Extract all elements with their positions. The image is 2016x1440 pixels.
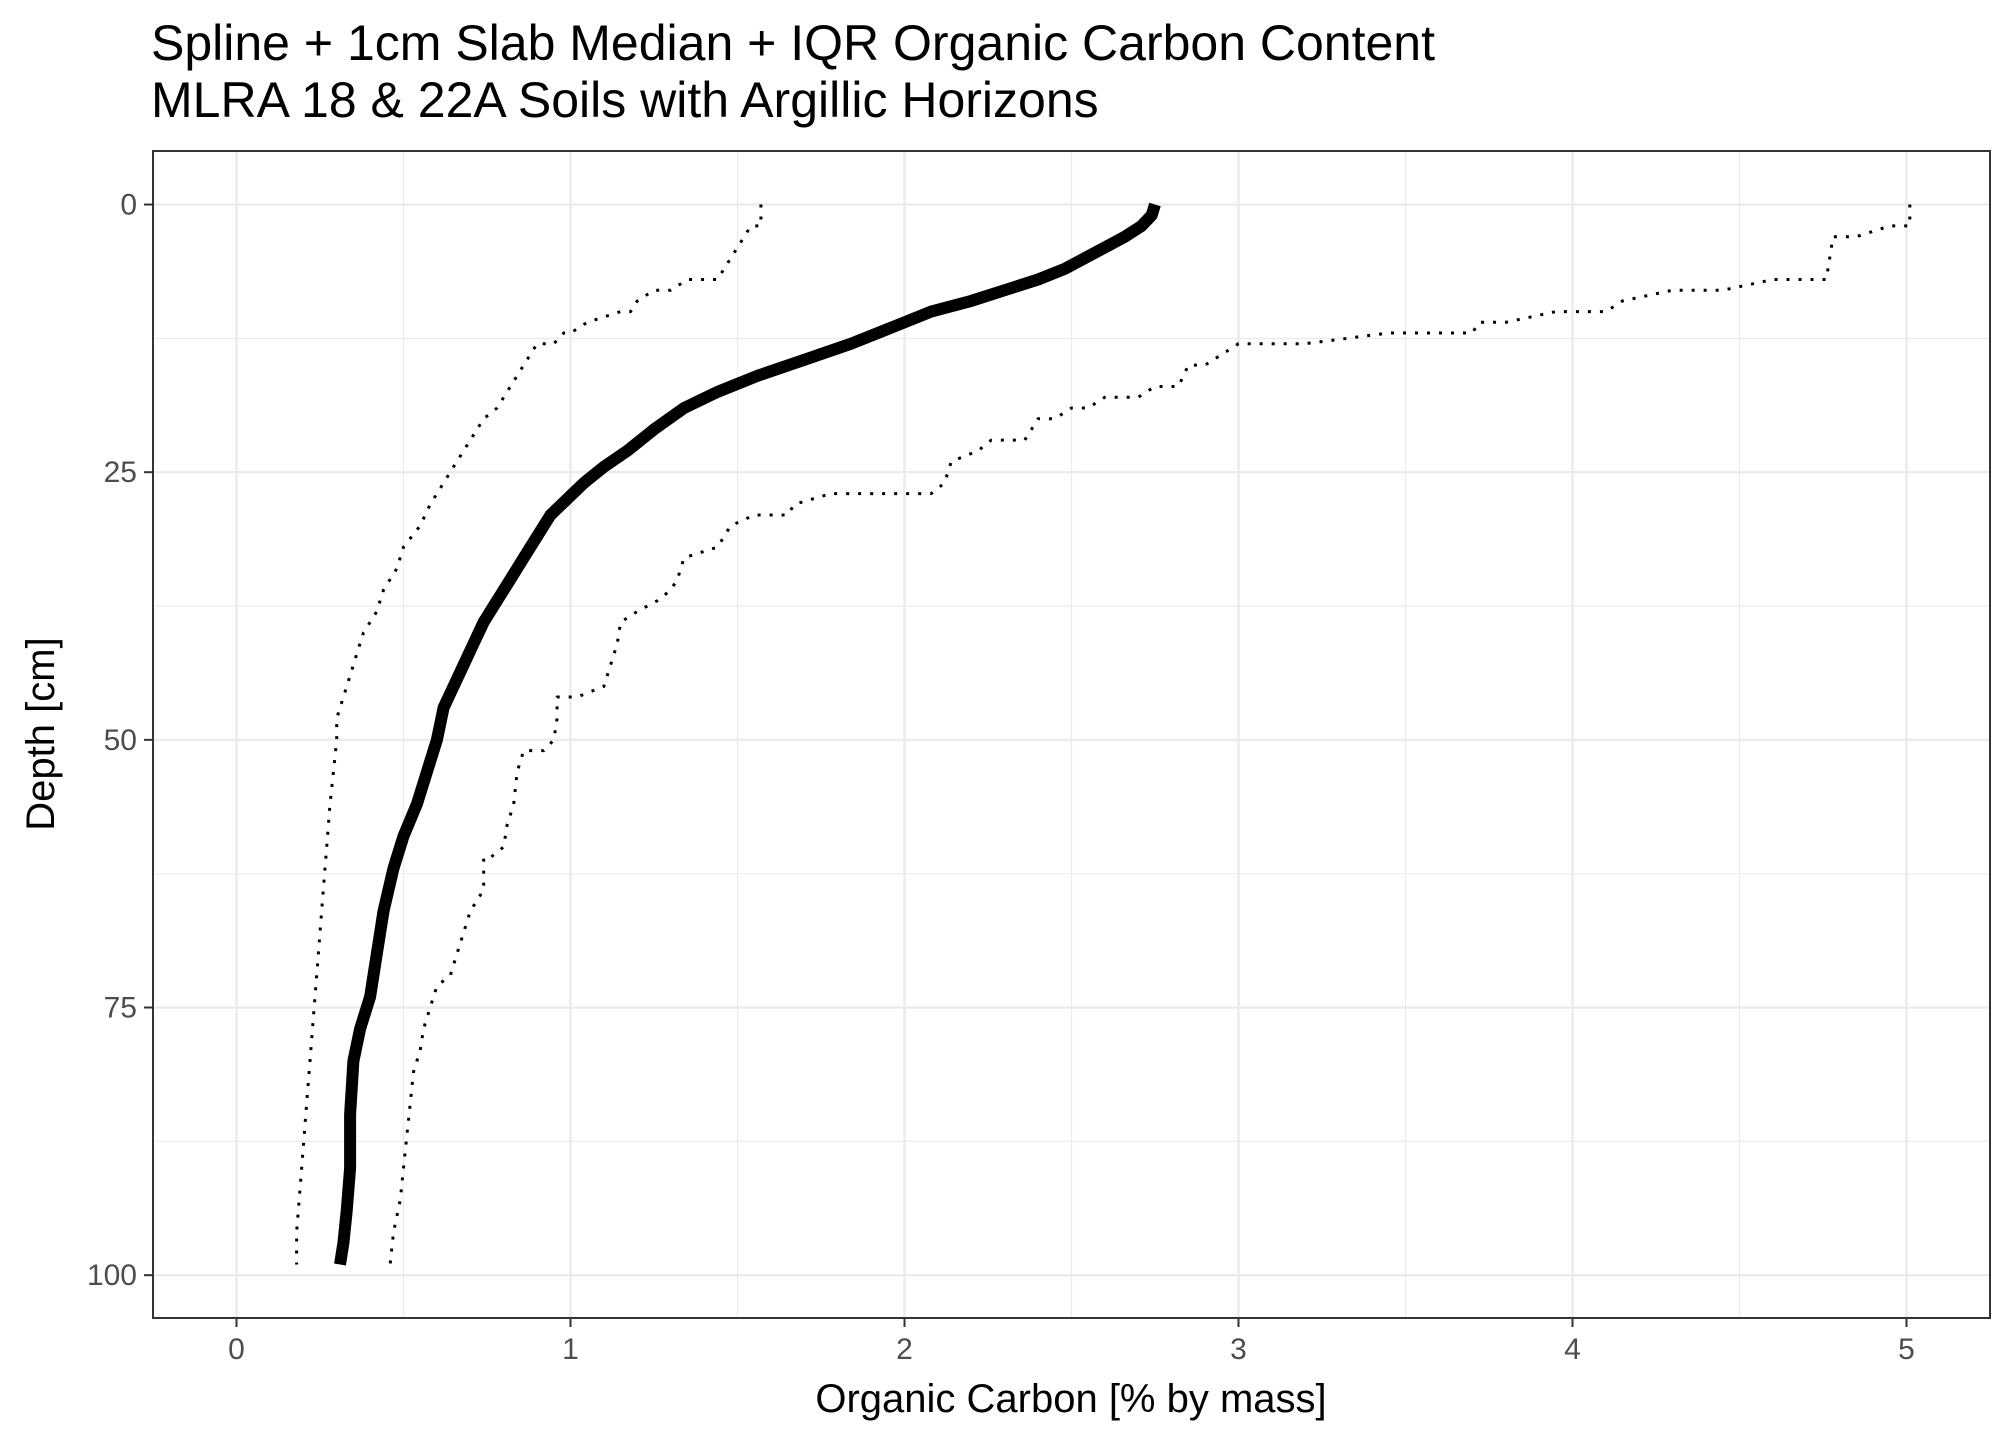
series-line-q25 bbox=[295, 204, 763, 1265]
x-axis: 0 1 2 3 4 5 bbox=[228, 1318, 1915, 1366]
chart-title: Spline + 1cm Slab Median + IQR Organic C… bbox=[151, 15, 1435, 71]
x-tick-label: 3 bbox=[1230, 1333, 1247, 1366]
plot-panel-border bbox=[152, 150, 1991, 1319]
x-axis-title: Organic Carbon [% by mass] bbox=[815, 1377, 1326, 1421]
series-layer bbox=[295, 202, 1912, 1266]
y-tick-label: 100 bbox=[87, 1259, 137, 1292]
chart-subtitle: MLRA 18 & 22A Soils with Argillic Horizo… bbox=[151, 72, 1099, 128]
y-tick-label: 50 bbox=[104, 724, 137, 757]
x-tick-label: 0 bbox=[228, 1333, 245, 1366]
grid-minor bbox=[153, 151, 1990, 1318]
y-tick-label: 75 bbox=[104, 992, 137, 1025]
series-line-median bbox=[334, 202, 1161, 1266]
x-tick-label: 5 bbox=[1898, 1333, 1915, 1366]
x-tick-label: 1 bbox=[562, 1333, 579, 1366]
grid-major bbox=[153, 151, 1990, 1318]
y-tick-label: 25 bbox=[104, 456, 137, 489]
y-axis-title: Depth [cm] bbox=[19, 637, 63, 830]
series-line-q75 bbox=[388, 204, 1912, 1265]
x-tick-label: 2 bbox=[896, 1333, 913, 1366]
x-tick-label: 4 bbox=[1564, 1333, 1581, 1366]
y-tick-label: 0 bbox=[120, 189, 137, 222]
y-axis: 0 25 50 75 100 bbox=[87, 189, 153, 1292]
